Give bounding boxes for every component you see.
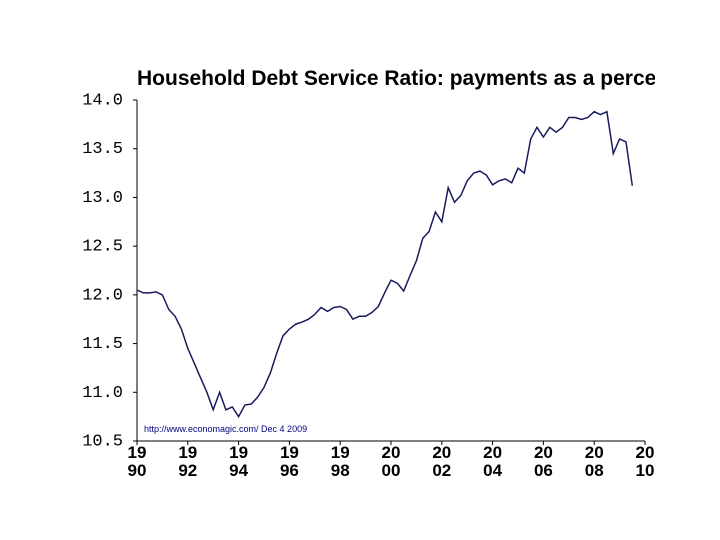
y-tick-label: 11.5: [82, 335, 123, 354]
x-tick-label: 20 00: [382, 443, 401, 480]
y-tick-label: 13.5: [82, 140, 123, 159]
y-tick-label: 11.0: [82, 384, 123, 403]
x-tick-label: 20 06: [534, 443, 553, 480]
x-tick-label: 19 90: [128, 443, 147, 480]
data-line: [136, 110, 634, 419]
source-note: http://www.economagic.com/ Dec 4 2009: [144, 424, 307, 434]
y-tick-label: 12.5: [82, 238, 123, 257]
x-tick-label: 20 04: [483, 443, 502, 480]
x-tick-label: 20 02: [432, 443, 451, 480]
x-tick-label: 19 98: [331, 443, 350, 480]
x-tick-label: 20 10: [636, 443, 655, 480]
chart-title: Household Debt Service Ratio: payments a…: [137, 67, 720, 90]
x-tick-label: 20 08: [585, 443, 604, 480]
y-tick-label: 10.5: [82, 432, 123, 451]
y-tick-label: 13.0: [82, 189, 123, 208]
x-tick-label: 19 94: [229, 443, 248, 480]
y-tick-label: 14.0: [82, 91, 123, 110]
x-tick-label: 19 92: [178, 443, 197, 480]
y-tick-label: 12.0: [82, 286, 123, 305]
x-tick-label: 19 96: [280, 443, 299, 480]
